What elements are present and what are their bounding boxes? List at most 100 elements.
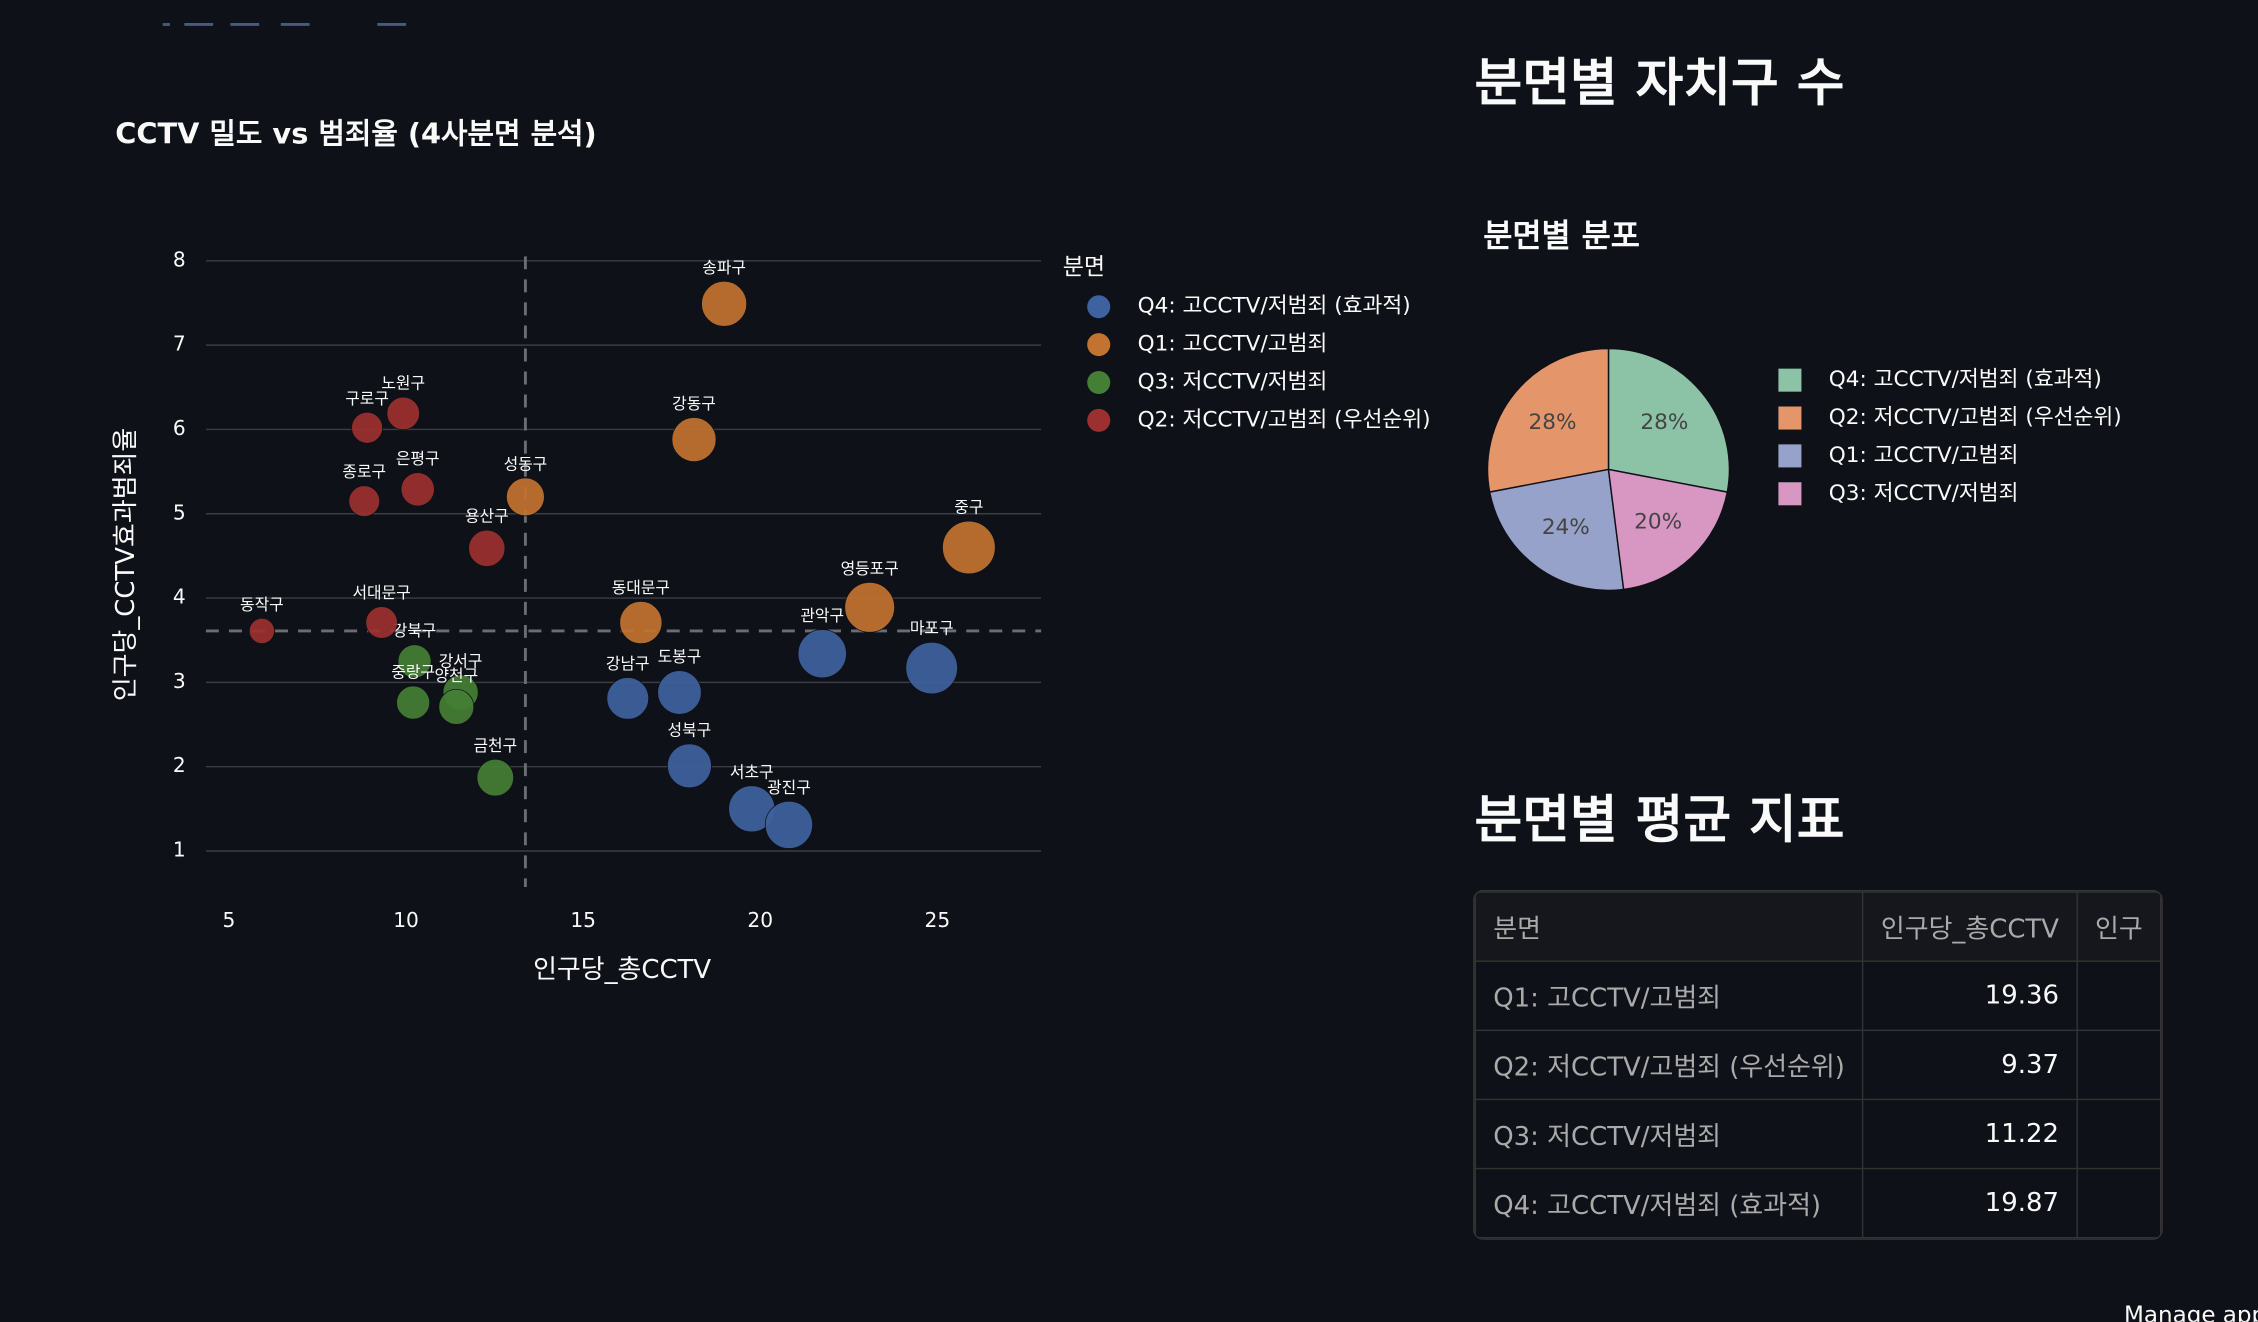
bubble	[396, 685, 431, 720]
bubble-label: 중랑구	[391, 663, 435, 682]
heading: 분면별 평균 지표	[1475, 791, 1845, 851]
legend-label: Q4: 고CCTV/저범죄 (효과적)	[1138, 294, 1411, 319]
legend-label: Q3: 저CCTV/저범죄	[1829, 481, 2019, 506]
bubble-label: 노원구	[381, 374, 425, 393]
y-axis-title: 인구당_CCTV효과범죄율	[111, 428, 141, 701]
pie-label: 24%	[1542, 515, 1590, 540]
x-tick-label: 20	[747, 908, 773, 932]
legend-marker	[1087, 333, 1111, 357]
pie-label: 28%	[1640, 410, 1688, 435]
bubble	[942, 520, 996, 575]
bubble-label: 동작구	[240, 595, 284, 614]
legend-label: Q2: 저CCTV/고범죄 (우선순위)	[1829, 405, 2122, 430]
bubble	[348, 485, 381, 517]
bubble-label: 금천구	[473, 736, 517, 755]
x-tick-label: 5	[223, 908, 236, 932]
table-cell: 9.37	[1862, 1029, 2078, 1101]
bubble-label: 서대문구	[352, 583, 410, 602]
bubble-label: 영등포구	[841, 559, 899, 578]
bubble	[667, 743, 712, 789]
y-tick-label: 4	[173, 585, 186, 609]
bubble	[506, 477, 545, 517]
bubble-label: 도봉구	[658, 647, 702, 666]
x-tick-label: 15	[570, 908, 596, 932]
column-header: 인구당_총CCTV	[1862, 891, 2078, 962]
bubble-label: 성북구	[668, 720, 712, 739]
pie-slice	[1607, 468, 1729, 591]
bubble-label: 강서구	[439, 651, 483, 670]
y-tick-label: 8	[173, 247, 186, 271]
bubble-label: 용산구	[465, 507, 509, 526]
table-cell: 11.22	[1862, 1098, 2078, 1170]
legend-label: Q4: 고CCTV/저범죄 (효과적)	[1829, 367, 2102, 392]
table-header: 분면 인구당_총CCTV 인구	[1474, 891, 2162, 962]
legend-label: Q2: 저CCTV/고범죄 (우선순위)	[1138, 407, 1431, 432]
table-cell: Q2: 저CCTV/고범죄 (우선순위)	[1474, 1029, 1864, 1101]
heading: 분면별 자치구 수	[1475, 53, 1845, 113]
bubble	[844, 582, 895, 633]
pie-slice	[1486, 347, 1610, 493]
x-axis-title: 인구당_총CCTV	[533, 955, 711, 985]
legend-swatch	[1778, 406, 1802, 430]
bubble-label: 양천구	[434, 666, 478, 685]
pie-label: 28%	[1529, 410, 1577, 435]
table-cell: Q3: 저CCTV/저범죄	[1474, 1098, 1864, 1170]
table-cell: 19.36	[1862, 960, 2078, 1032]
legend-title: 분면	[1063, 254, 1105, 280]
y-tick-label: 2	[173, 753, 186, 777]
legend-label: Q3: 저CCTV/저범죄	[1138, 369, 1328, 394]
bubble	[619, 601, 663, 645]
table-row: Q2: 저CCTV/고범죄 (우선순위) 9.37	[1474, 1029, 2162, 1101]
bubble-label: 광진구	[767, 778, 811, 797]
table-cell: 19.87	[1862, 1167, 2078, 1239]
bubble	[701, 280, 748, 327]
legend-marker	[1087, 370, 1111, 394]
bubble	[476, 758, 515, 797]
table-cell: Q1: 고CCTV/고범죄	[1474, 960, 1864, 1032]
y-tick-label: 6	[173, 416, 186, 440]
bubble-label: 은평구	[396, 449, 440, 468]
bubble-label: 마포구	[910, 619, 954, 638]
bubble	[905, 641, 958, 695]
bubble-label: 동대문구	[612, 578, 670, 597]
pie-label: 20%	[1634, 509, 1682, 534]
table-body: Q1: 고CCTV/고범죄 19.36 Q2: 저CCTV/고범죄 (우선순위) 9.…	[1474, 960, 2162, 1239]
bubble	[468, 529, 506, 567]
legend-label: Q1: 고CCTV/고범죄	[1829, 443, 2019, 468]
table-cell	[2076, 1098, 2162, 1170]
bubble	[386, 396, 420, 431]
legend-swatch	[1778, 444, 1802, 468]
table-row: Q4: 고CCTV/저범죄 (효과적) 19.87	[1474, 1167, 2162, 1239]
bubble	[397, 644, 432, 679]
bubble-label: 송파구	[702, 258, 746, 277]
bubble	[797, 629, 847, 679]
bubble	[400, 472, 435, 507]
bubble-label: 성동구	[504, 454, 548, 473]
legend-marker	[1087, 408, 1111, 432]
pie-slice	[1488, 468, 1625, 592]
table-cell	[2076, 1029, 2162, 1101]
table-cell: Q4: 고CCTV/저범죄 (효과적)	[1474, 1167, 1864, 1239]
bubble	[606, 677, 650, 720]
bubble	[248, 617, 275, 644]
bubble	[671, 417, 717, 462]
bubble	[351, 411, 383, 444]
y-tick-label: 5	[173, 500, 186, 524]
chart-title: CCTV 밀도 vs 범죄율 (4사분면 분석)	[115, 116, 597, 150]
pie-title: 분면별 분포	[1483, 219, 1640, 255]
bubble-label: 관악구	[800, 606, 844, 625]
y-tick-label: 7	[173, 332, 186, 356]
column-header: 분면	[1474, 891, 1864, 962]
y-tick-label: 3	[173, 669, 186, 693]
manage-app[interactable]: Manage app	[2124, 1303, 2258, 1322]
bubble	[365, 606, 398, 639]
table-cell	[2076, 1167, 2162, 1239]
bubble-label: 강남구	[606, 654, 650, 673]
bubble	[657, 670, 702, 715]
legend-label: Q1: 고CCTV/고범죄	[1138, 332, 1328, 357]
x-tick-label: 10	[393, 908, 419, 932]
bubble-label: 서초구	[730, 762, 774, 781]
